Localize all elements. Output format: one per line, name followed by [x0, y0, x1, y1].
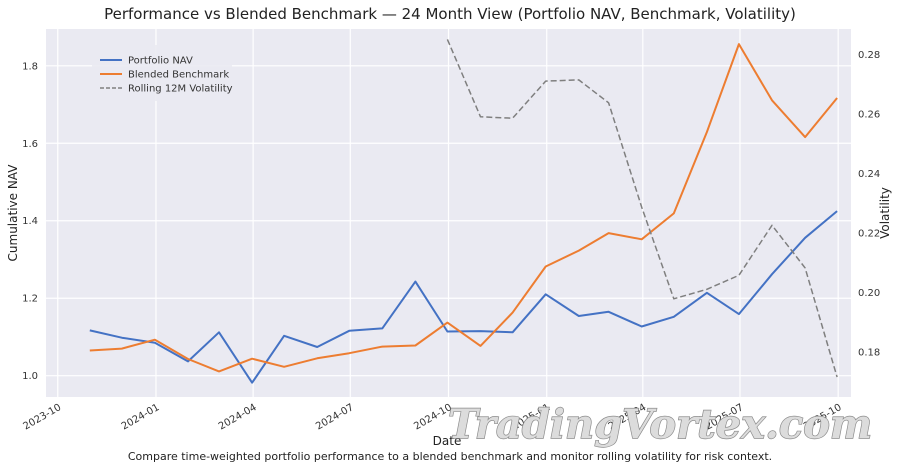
- series-layer: [89, 39, 838, 384]
- y2-tick-label: 0.22: [858, 228, 880, 239]
- y-axis-ticks: 1.0 1.2 1.4 1.6 1.8: [22, 61, 38, 382]
- x-tick-label: 2024-04: [217, 402, 259, 432]
- legend: Portfolio NAV Blended Benchmark Rolling 12…: [92, 45, 233, 101]
- y2-tick-label: 0.28: [858, 50, 880, 61]
- y2-tick-label: 0.24: [858, 169, 880, 180]
- watermark: TradingVortex.com: [448, 401, 872, 448]
- y-tick-label: 1.6: [22, 139, 38, 150]
- x-tick-label: 2024-07: [314, 402, 356, 432]
- chart-title: Performance vs Blended Benchmark — 24 Mo…: [104, 5, 796, 23]
- y-tick-label: 1.8: [22, 61, 38, 72]
- y-tick-label: 1.2: [22, 294, 38, 305]
- chart-caption: Compare time-weighted portfolio performa…: [128, 450, 772, 463]
- y-tick-label: 1.0: [22, 371, 38, 382]
- y2-axis-ticks: 0.18 0.20 0.22 0.24 0.26 0.28: [858, 50, 880, 358]
- x-tick-label: 2023-10: [22, 402, 64, 432]
- legend-box: [92, 45, 232, 101]
- series-line-blended-benchmark: [89, 43, 838, 373]
- y2-tick-label: 0.20: [858, 288, 880, 299]
- series-line-rolling-12m-volatility: [446, 39, 838, 378]
- grid: [46, 29, 851, 397]
- y-axis-label: Cumulative NAV: [6, 164, 20, 262]
- legend-label: Blended Benchmark: [128, 70, 229, 81]
- y-tick-label: 1.4: [22, 216, 38, 227]
- y2-tick-label: 0.26: [858, 109, 880, 120]
- y2-axis-label: Volatility: [878, 187, 892, 239]
- y2-tick-label: 0.18: [858, 347, 880, 358]
- x-axis-label: Date: [433, 434, 462, 448]
- x-tick-label: 2024-01: [120, 402, 162, 432]
- legend-label: Rolling 12M Volatility: [128, 84, 233, 95]
- series-line-portfolio-nav: [89, 210, 838, 384]
- legend-label: Portfolio NAV: [128, 56, 193, 67]
